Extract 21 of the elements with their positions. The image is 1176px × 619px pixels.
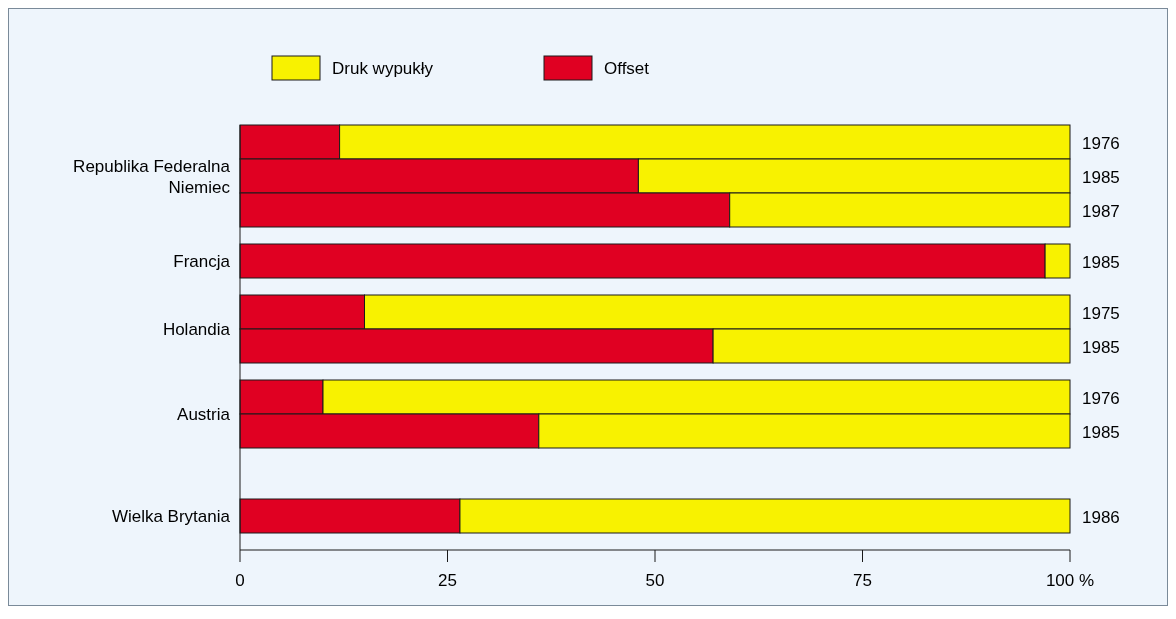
y-tick-label: 1976: [1082, 134, 1120, 153]
legend-label: Druk wypukły: [332, 59, 434, 78]
legend-label: Offset: [604, 59, 650, 78]
x-tick-label: 0: [235, 571, 245, 590]
x-tick-label: 50: [645, 571, 665, 590]
text: Austria: [177, 405, 231, 424]
text: Republika Federalna Niemiec: [73, 156, 231, 197]
x-tick-label: 25: [438, 571, 457, 590]
x-tick-label: 100 %: [1045, 571, 1095, 590]
x-tick-label: 75: [853, 571, 872, 590]
y-tick-label: 1985: [1082, 338, 1120, 357]
text: Wielka Brytania: [111, 507, 231, 526]
y-tick-label: 1985: [1082, 168, 1120, 187]
text: Francja: [173, 252, 231, 271]
y-tick-label: 1976: [1082, 389, 1120, 408]
y-tick-label: 1975: [1082, 304, 1120, 323]
y-tick-label: 1986: [1082, 508, 1120, 527]
y-tick-label: 1987: [1082, 202, 1120, 221]
y-tick-label: 1985: [1082, 423, 1120, 442]
text: Holandia: [162, 320, 231, 339]
y-tick-label: 1985: [1082, 253, 1120, 272]
